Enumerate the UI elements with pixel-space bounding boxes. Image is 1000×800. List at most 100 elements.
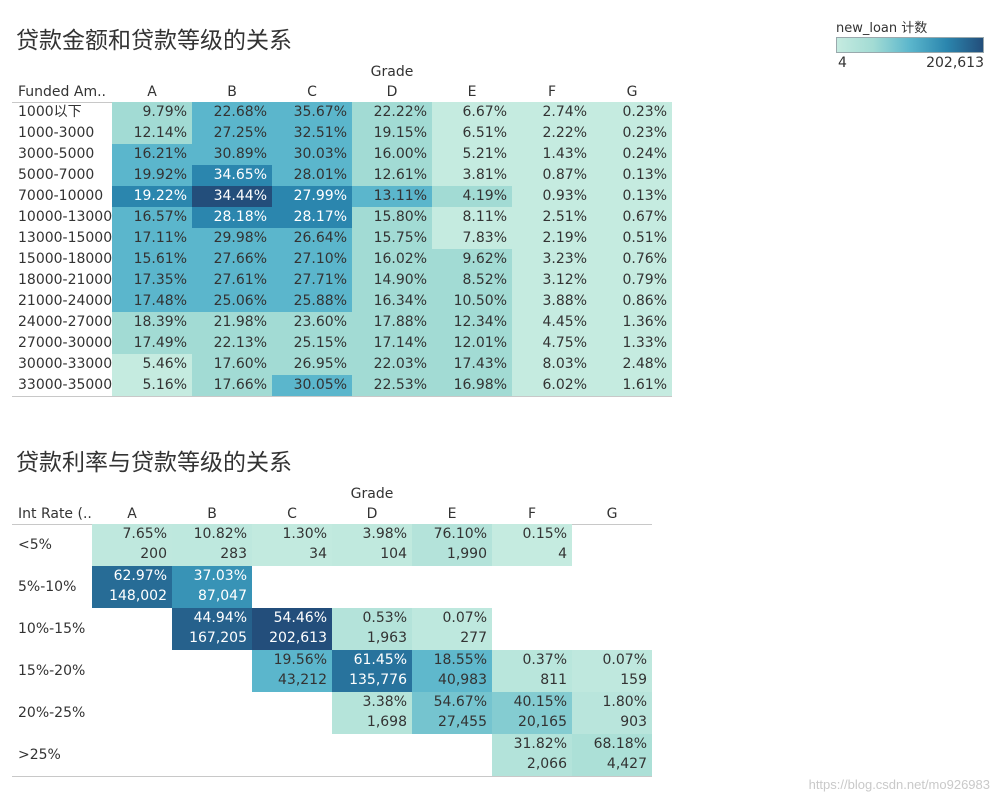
chart1-cell-value: 16.00% xyxy=(373,146,427,162)
chart1-cell-value: 17.14% xyxy=(373,335,427,351)
chart1-cell-value: 1.36% xyxy=(622,314,667,330)
color-legend: new_loan 计数 4 202,613 xyxy=(836,17,986,73)
chart2-cell-count: 811 xyxy=(540,672,567,688)
chart2-column-label: C xyxy=(287,506,297,522)
chart1-cell-value: 19.22% xyxy=(133,188,187,204)
chart1-cell-value: 6.51% xyxy=(462,125,507,141)
chart1-heat-cell xyxy=(592,165,672,186)
chart1-heat-cell xyxy=(112,123,192,144)
chart1-cell-value: 19.15% xyxy=(373,125,427,141)
chart2-cell-count: 34 xyxy=(309,546,327,562)
chart1-row-label: 3000-5000 xyxy=(18,146,95,162)
chart1-cell-value: 8.03% xyxy=(542,356,587,372)
chart1-cell-value: 6.67% xyxy=(462,104,507,120)
chart1-heat-cell xyxy=(272,291,352,312)
chart2-heat-cell xyxy=(412,608,492,650)
chart1-cell-value: 32.51% xyxy=(293,125,347,141)
chart2-cell-percent: 31.82% xyxy=(513,736,567,752)
chart1-column-label: C xyxy=(307,84,317,100)
chart2-grade-header: Grade xyxy=(350,486,394,502)
chart2-heat-cell xyxy=(252,608,332,650)
chart2-cell-percent: 54.67% xyxy=(433,694,487,710)
chart1-cell-value: 15.75% xyxy=(373,230,427,246)
chart1-heat-cell xyxy=(432,144,512,165)
chart1-heat-cell xyxy=(352,144,432,165)
chart2-cell-percent: 7.65% xyxy=(122,526,167,542)
chart1-row-label: 24000-27000 xyxy=(18,314,113,330)
chart2-cell-count: 27,455 xyxy=(438,714,487,730)
chart2-heat-cell xyxy=(412,650,492,692)
chart1-heat-cell xyxy=(272,270,352,291)
chart1-heat-cell xyxy=(512,249,592,270)
chart1-heat-cell xyxy=(592,102,672,123)
chart2-cell-percent: 44.94% xyxy=(193,610,247,626)
chart2-heat-cell xyxy=(332,608,412,650)
chart1-heat-cell xyxy=(192,375,272,396)
chart2-cell-count: 202,613 xyxy=(269,630,327,646)
chart1-heat-cell xyxy=(512,186,592,207)
chart1-cell-value: 2.22% xyxy=(542,125,587,141)
chart1-cell-value: 1.33% xyxy=(622,335,667,351)
chart1-heat-cell xyxy=(512,144,592,165)
chart1-cell-value: 22.68% xyxy=(213,104,267,120)
chart1-cell-value: 25.06% xyxy=(213,293,267,309)
chart1-cell-value: 15.80% xyxy=(373,209,427,225)
chart1-cell-value: 23.60% xyxy=(293,314,347,330)
chart2-heat-cell xyxy=(492,650,572,692)
chart1-heat-cell xyxy=(272,144,352,165)
chart1-heat-cell xyxy=(272,207,352,228)
chart1-heat-cell xyxy=(352,270,432,291)
chart1-heat-cell xyxy=(112,270,192,291)
chart2-cell-percent: 37.03% xyxy=(193,568,247,584)
chart2-cell-count: 148,002 xyxy=(109,588,167,604)
chart1-cell-value: 17.48% xyxy=(133,293,187,309)
chart1-cell-value: 17.35% xyxy=(133,272,187,288)
chart1-heat-cell xyxy=(512,333,592,354)
chart2-row-label: <5% xyxy=(18,537,52,553)
chart1-cell-value: 30.03% xyxy=(293,146,347,162)
chart2-cell-percent: 0.15% xyxy=(522,526,567,542)
chart1-row-label: 30000-33000 xyxy=(18,356,113,372)
chart1-heat-cell xyxy=(272,354,352,375)
chart1-cell-value: 2.48% xyxy=(622,356,667,372)
chart1-cell-value: 2.51% xyxy=(542,209,587,225)
chart1-heat-cell xyxy=(272,333,352,354)
chart2-cell-count: 903 xyxy=(620,714,647,730)
chart1-heat-cell xyxy=(192,102,272,123)
chart1-heat-cell xyxy=(112,354,192,375)
chart1-heat-cell xyxy=(512,354,592,375)
chart2-cell-count: 167,205 xyxy=(189,630,247,646)
chart1-heat-cell xyxy=(592,291,672,312)
chart1-heat-cell xyxy=(272,165,352,186)
chart2-cell-count: 159 xyxy=(620,672,647,688)
chart1-cell-value: 3.12% xyxy=(542,272,587,288)
chart1-cell-value: 16.34% xyxy=(373,293,427,309)
chart1-cell-value: 25.15% xyxy=(293,335,347,351)
chart2-cell-count: 40,983 xyxy=(438,672,487,688)
chart1-heat-cell xyxy=(512,270,592,291)
chart1-heat-cell xyxy=(112,165,192,186)
legend-min-label: 4 xyxy=(838,55,847,71)
chart2-cell-percent: 19.56% xyxy=(273,652,327,668)
chart1-cell-value: 28.01% xyxy=(293,167,347,183)
chart1-cell-value: 1.61% xyxy=(622,377,667,393)
chart1-cell-value: 34.44% xyxy=(213,188,267,204)
chart2-cell-percent: 76.10% xyxy=(433,526,487,542)
chart1-cell-value: 22.53% xyxy=(373,377,427,393)
chart1-cell-value: 27.25% xyxy=(213,125,267,141)
chart1-row-label: 27000-30000 xyxy=(18,335,113,351)
chart1-heat-cell xyxy=(272,186,352,207)
chart2-cell-percent: 3.98% xyxy=(362,526,407,542)
legend-max-label: 202,613 xyxy=(926,55,984,71)
chart2-cell-count: 4 xyxy=(558,546,567,562)
chart1-grade-header: Grade xyxy=(370,64,414,80)
chart2-row-label: 20%-25% xyxy=(18,705,86,721)
chart1-cell-value: 19.92% xyxy=(133,167,187,183)
chart1-heat-cell xyxy=(432,123,512,144)
chart2-heat-cell xyxy=(172,524,252,566)
chart1-cell-value: 17.60% xyxy=(213,356,267,372)
chart2-heat-cell xyxy=(92,524,172,566)
chart1-heat-cell xyxy=(352,354,432,375)
chart1-heat-cell xyxy=(592,207,672,228)
chart1-cell-value: 4.45% xyxy=(542,314,587,330)
